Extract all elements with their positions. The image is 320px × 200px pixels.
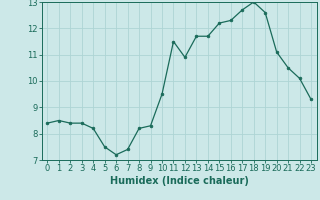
X-axis label: Humidex (Indice chaleur): Humidex (Indice chaleur): [110, 176, 249, 186]
